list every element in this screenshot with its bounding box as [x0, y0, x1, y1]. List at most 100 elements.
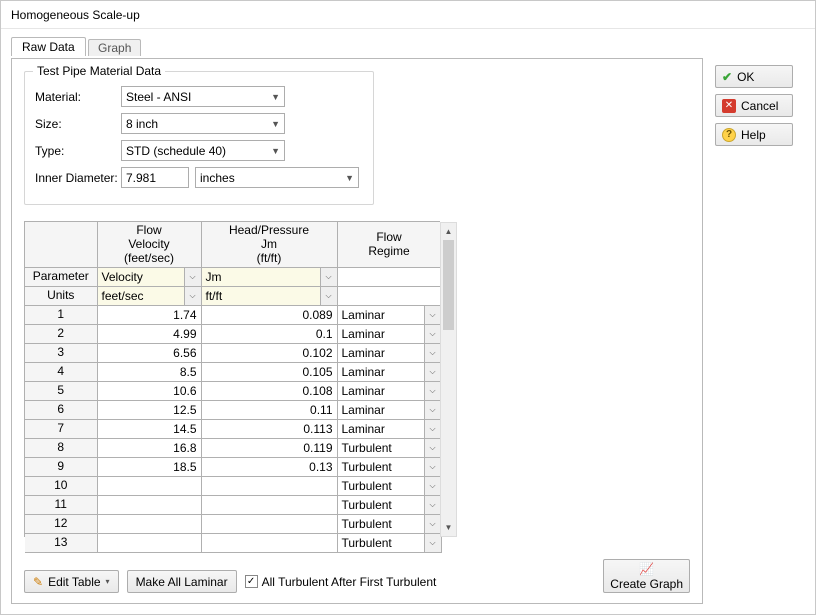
- inner-diameter-input[interactable]: [121, 167, 189, 188]
- flow-cell[interactable]: 16.8: [97, 439, 201, 458]
- row-index: 11: [25, 496, 97, 515]
- regime-cell[interactable]: Laminar⌵: [337, 344, 441, 363]
- scroll-down-icon[interactable]: ▼: [441, 519, 456, 536]
- regime-cell[interactable]: Laminar⌵: [337, 401, 441, 420]
- chevron-down-icon[interactable]: ⌵: [424, 534, 441, 552]
- head-cell[interactable]: 0.089: [201, 306, 337, 325]
- size-select[interactable]: 8 inch ▼: [121, 113, 285, 134]
- head-cell[interactable]: 0.11: [201, 401, 337, 420]
- regime-cell[interactable]: Turbulent⌵: [337, 496, 441, 515]
- table-row: 10Turbulent⌵: [25, 477, 441, 496]
- head-cell[interactable]: [201, 534, 337, 553]
- help-button[interactable]: ? Help: [715, 123, 793, 146]
- chevron-down-icon: ▼: [345, 173, 354, 183]
- regime-cell[interactable]: Laminar⌵: [337, 363, 441, 382]
- head-cell[interactable]: 0.13: [201, 458, 337, 477]
- chevron-down-icon[interactable]: ⌵: [424, 458, 441, 476]
- regime-cell[interactable]: Turbulent⌵: [337, 477, 441, 496]
- inner-diameter-units-select[interactable]: inches ▼: [195, 167, 359, 188]
- chevron-down-icon[interactable]: ⌵: [320, 268, 337, 286]
- chevron-down-icon[interactable]: ⌵: [424, 306, 441, 324]
- all-turbulent-checkbox[interactable]: ✓ All Turbulent After First Turbulent: [245, 575, 437, 589]
- scroll-thumb[interactable]: [443, 240, 454, 330]
- regime-cell[interactable]: Turbulent⌵: [337, 515, 441, 534]
- regime-cell[interactable]: Laminar⌵: [337, 306, 441, 325]
- make-all-laminar-button[interactable]: Make All Laminar: [127, 570, 237, 593]
- head-cell[interactable]: [201, 496, 337, 515]
- edit-table-button[interactable]: ✎ Edit Table ▾: [24, 570, 119, 593]
- head-cell[interactable]: 0.113: [201, 420, 337, 439]
- chevron-down-icon[interactable]: ⌵: [424, 515, 441, 533]
- cancel-button[interactable]: ✕ Cancel: [715, 94, 793, 117]
- chevron-down-icon[interactable]: ⌵: [424, 344, 441, 362]
- units-regime-cell: [337, 287, 441, 306]
- flow-cell[interactable]: 12.5: [97, 401, 201, 420]
- regime-cell[interactable]: Turbulent⌵: [337, 458, 441, 477]
- row-index: 6: [25, 401, 97, 420]
- chevron-down-icon[interactable]: ⌵: [424, 420, 441, 438]
- table-scrollbar[interactable]: ▲ ▼: [440, 222, 457, 537]
- head-cell[interactable]: 0.105: [201, 363, 337, 382]
- chevron-down-icon[interactable]: ⌵: [424, 363, 441, 381]
- flow-cell[interactable]: 10.6: [97, 382, 201, 401]
- flow-cell[interactable]: [97, 477, 201, 496]
- flow-cell[interactable]: 1.74: [97, 306, 201, 325]
- flow-cell[interactable]: [97, 496, 201, 515]
- units-head-cell[interactable]: ft/ft⌵: [201, 287, 337, 306]
- head-cell[interactable]: 0.102: [201, 344, 337, 363]
- chevron-down-icon[interactable]: ⌵: [184, 268, 201, 286]
- chevron-down-icon[interactable]: ⌵: [424, 477, 441, 495]
- type-value: STD (schedule 40): [126, 144, 226, 158]
- head-cell[interactable]: 0.1: [201, 325, 337, 344]
- flow-cell[interactable]: 6.56: [97, 344, 201, 363]
- size-value: 8 inch: [126, 117, 158, 131]
- chevron-down-icon: ▼: [271, 146, 280, 156]
- dropdown-caret-icon: ▾: [106, 577, 110, 586]
- row-index: 5: [25, 382, 97, 401]
- scroll-up-icon[interactable]: ▲: [441, 223, 456, 240]
- help-icon: ?: [722, 128, 736, 142]
- regime-cell[interactable]: Laminar⌵: [337, 325, 441, 344]
- edit-table-label: Edit Table: [48, 575, 100, 589]
- units-flow-cell[interactable]: feet/sec⌵: [97, 287, 201, 306]
- head-cell[interactable]: 0.108: [201, 382, 337, 401]
- chevron-down-icon[interactable]: ⌵: [184, 287, 201, 305]
- pencil-icon: ✎: [33, 575, 43, 589]
- chevron-down-icon[interactable]: ⌵: [424, 439, 441, 457]
- row-header-parameter: Parameter: [25, 268, 97, 287]
- row-index: 4: [25, 363, 97, 382]
- regime-cell[interactable]: Laminar⌵: [337, 420, 441, 439]
- type-select[interactable]: STD (schedule 40) ▼: [121, 140, 285, 161]
- chevron-down-icon[interactable]: ⌵: [424, 496, 441, 514]
- flow-cell[interactable]: 8.5: [97, 363, 201, 382]
- regime-cell[interactable]: Turbulent⌵: [337, 439, 441, 458]
- window-title: Homogeneous Scale-up: [1, 1, 815, 29]
- ok-button[interactable]: ✔ OK: [715, 65, 793, 88]
- material-select[interactable]: Steel - ANSI ▼: [121, 86, 285, 107]
- inner-diameter-label: Inner Diameter:: [35, 171, 121, 185]
- tab-raw-data[interactable]: Raw Data: [11, 37, 86, 56]
- flow-cell[interactable]: [97, 515, 201, 534]
- regime-cell[interactable]: Laminar⌵: [337, 382, 441, 401]
- param-flow-cell[interactable]: Velocity⌵: [97, 268, 201, 287]
- flow-cell[interactable]: 18.5: [97, 458, 201, 477]
- tab-graph[interactable]: Graph: [88, 39, 141, 56]
- table-row: 510.60.108Laminar⌵: [25, 382, 441, 401]
- flow-cell[interactable]: 14.5: [97, 420, 201, 439]
- regime-cell[interactable]: Turbulent⌵: [337, 534, 441, 553]
- row-index: 2: [25, 325, 97, 344]
- row-index: 8: [25, 439, 97, 458]
- chevron-down-icon[interactable]: ⌵: [424, 382, 441, 400]
- chevron-down-icon[interactable]: ⌵: [320, 287, 337, 305]
- param-head-cell[interactable]: Jm⌵: [201, 268, 337, 287]
- head-cell[interactable]: 0.119: [201, 439, 337, 458]
- create-graph-button[interactable]: 📈 Create Graph: [603, 559, 690, 593]
- head-cell[interactable]: [201, 515, 337, 534]
- chevron-down-icon[interactable]: ⌵: [424, 325, 441, 343]
- chevron-down-icon[interactable]: ⌵: [424, 401, 441, 419]
- content: Raw Data Graph Test Pipe Material Data M…: [1, 29, 815, 614]
- col-header-regime: Flow Regime: [337, 222, 441, 268]
- flow-cell[interactable]: 4.99: [97, 325, 201, 344]
- flow-cell[interactable]: [97, 534, 201, 553]
- head-cell[interactable]: [201, 477, 337, 496]
